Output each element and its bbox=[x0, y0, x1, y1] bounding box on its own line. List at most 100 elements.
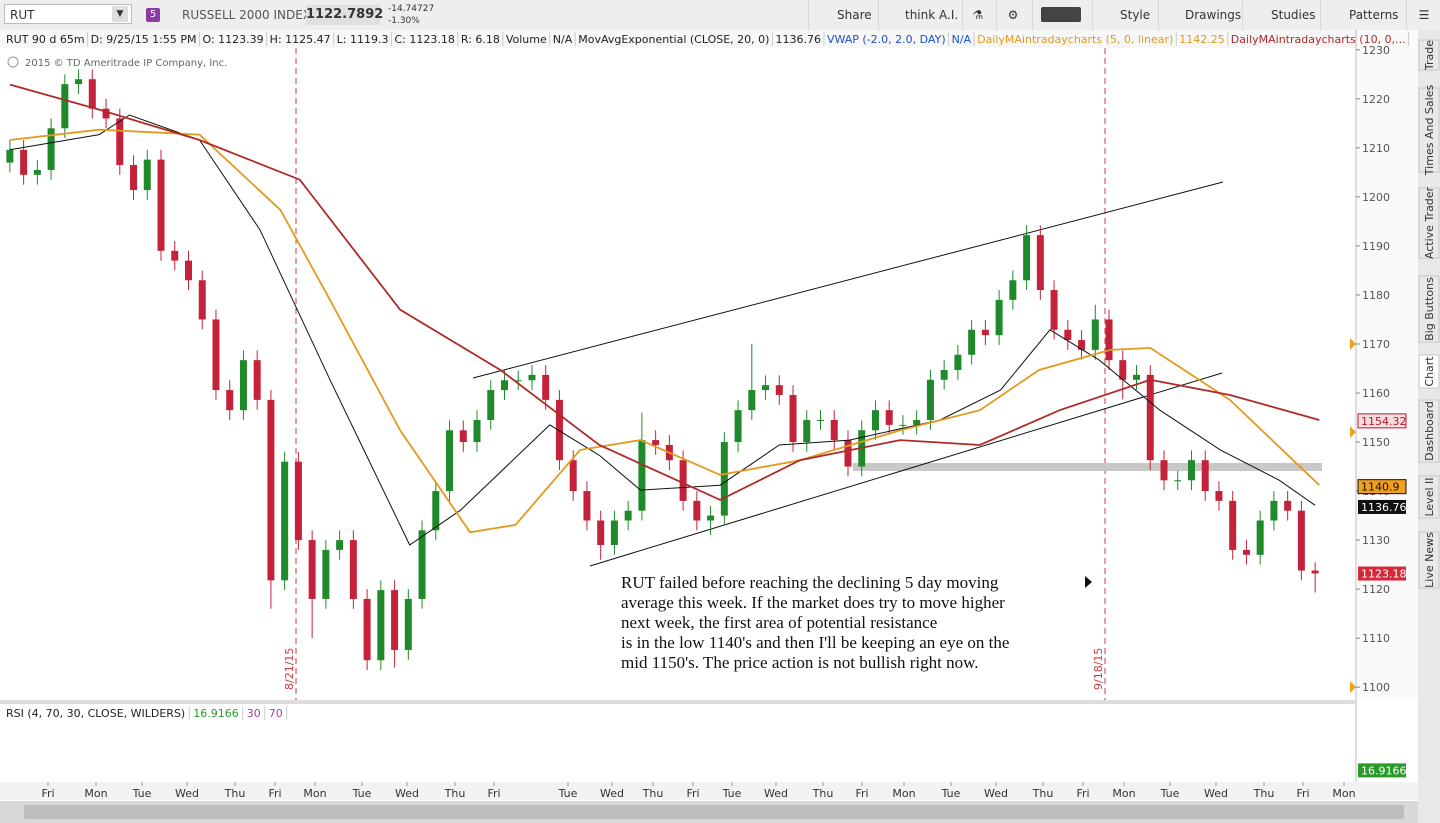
status-field: R: 6.18 bbox=[461, 33, 500, 46]
side-tab-label[interactable]: Big Buttons bbox=[1423, 277, 1436, 341]
candle-body bbox=[1215, 491, 1223, 501]
candle-body bbox=[1023, 235, 1031, 281]
candle-body bbox=[830, 419, 838, 441]
studies-button[interactable]: Studies bbox=[1242, 0, 1316, 30]
trendline bbox=[472, 181, 1224, 379]
side-tab-label[interactable]: Live News bbox=[1423, 532, 1436, 588]
rsi-header: 30 bbox=[247, 707, 261, 720]
candle-body bbox=[789, 394, 797, 443]
symbol-dropdown[interactable]: ▼ bbox=[112, 6, 128, 22]
x-tick-label: Mon bbox=[303, 787, 326, 800]
menu-button[interactable]: ☰ bbox=[1406, 0, 1440, 30]
candle-body bbox=[926, 379, 934, 420]
status-field: H: 1125.47 bbox=[270, 33, 331, 46]
side-tab-label[interactable]: Times And Sales bbox=[1423, 85, 1436, 177]
study-value: 1142.25 bbox=[1179, 33, 1225, 46]
candle-body bbox=[363, 598, 371, 661]
price-label-box bbox=[1358, 499, 1406, 514]
annotation-line: RUT failed before reaching the declining… bbox=[621, 573, 999, 592]
style-button[interactable]: Style bbox=[1092, 0, 1150, 30]
price-label: 1154.32 bbox=[1361, 415, 1407, 428]
price-label: 1123.18 bbox=[1361, 568, 1407, 581]
candle-body bbox=[336, 540, 344, 550]
candle-body bbox=[803, 419, 811, 443]
y-tick-label: 1200 bbox=[1362, 191, 1390, 204]
symbol-description: RUSSELL 2000 INDEX bbox=[182, 8, 312, 22]
drawings-button[interactable]: Drawings bbox=[1158, 0, 1241, 30]
side-tab[interactable] bbox=[1418, 399, 1440, 463]
patterns-button[interactable]: Patterns bbox=[1320, 0, 1398, 30]
side-tab[interactable] bbox=[1418, 475, 1440, 519]
link-badge[interactable]: 5 bbox=[146, 8, 160, 22]
side-tab-label[interactable]: Dashboard bbox=[1423, 401, 1436, 461]
x-tick-label: Wed bbox=[600, 787, 624, 800]
candle-body bbox=[88, 79, 96, 109]
candle-body bbox=[322, 549, 330, 599]
x-tick-label: Fri bbox=[1076, 787, 1089, 800]
side-tab[interactable] bbox=[1418, 187, 1440, 259]
candle-body bbox=[446, 430, 454, 492]
symbol-input[interactable]: RUT bbox=[4, 4, 132, 24]
y-tick-label: 1210 bbox=[1362, 142, 1390, 155]
candle-body bbox=[638, 440, 646, 511]
share-button[interactable]: Share bbox=[808, 0, 872, 30]
x-tick-label: Tue bbox=[558, 787, 578, 800]
candle-body bbox=[171, 250, 179, 261]
candle-body bbox=[47, 128, 55, 170]
settings-button[interactable]: ⚙ bbox=[996, 0, 1029, 30]
side-tab[interactable] bbox=[1418, 87, 1440, 173]
candle-body bbox=[1036, 235, 1044, 291]
annotation-line: is in the low 1140's and then I'll be ke… bbox=[621, 633, 1009, 652]
scrollbar-thumb[interactable] bbox=[24, 805, 1404, 819]
side-tab[interactable] bbox=[1418, 39, 1440, 71]
side-tab[interactable] bbox=[1418, 275, 1440, 343]
candle-body bbox=[61, 84, 69, 129]
rsi-header: 70 bbox=[269, 707, 283, 720]
candle-body bbox=[143, 159, 151, 191]
candle-body bbox=[1311, 570, 1319, 574]
candle-body bbox=[75, 79, 83, 85]
y-tick-label: 1230 bbox=[1362, 44, 1390, 57]
candle-body bbox=[968, 329, 976, 355]
x-tick-label: Tue bbox=[1160, 787, 1180, 800]
side-tab-label[interactable]: Chart bbox=[1423, 356, 1436, 387]
y-tick-label: 1150 bbox=[1362, 436, 1390, 449]
rsi-value-label: 16.9166 bbox=[1361, 764, 1407, 777]
time-icon bbox=[1041, 7, 1081, 22]
info-icon[interactable] bbox=[7, 56, 19, 68]
y-tick-label: 1170 bbox=[1362, 338, 1390, 351]
think-ai-button[interactable]: think A.I. bbox=[878, 0, 958, 30]
status-field: RUT 90 d 65m bbox=[6, 33, 85, 46]
x-tick-label: Mon bbox=[892, 787, 915, 800]
candle-body bbox=[116, 118, 124, 166]
lab-button[interactable]: ⚗ bbox=[962, 0, 993, 30]
x-tick-label: Mon bbox=[84, 787, 107, 800]
x-tick-label: Thu bbox=[224, 787, 246, 800]
candle-body bbox=[1078, 340, 1086, 350]
candle-body bbox=[102, 108, 110, 119]
side-tab-label[interactable]: Active Trader bbox=[1423, 186, 1436, 259]
candle-body bbox=[1050, 290, 1058, 330]
candle-body bbox=[844, 440, 852, 467]
candle-body bbox=[184, 260, 192, 281]
candle-body bbox=[885, 410, 893, 425]
side-tab-label[interactable]: Level II bbox=[1423, 477, 1436, 516]
candle-body bbox=[775, 385, 783, 395]
candle-body bbox=[817, 419, 825, 421]
candle-body bbox=[1284, 500, 1292, 511]
candle-body bbox=[404, 598, 412, 650]
candle-body bbox=[762, 385, 770, 391]
side-tab[interactable] bbox=[1418, 354, 1440, 389]
study-value: N/A bbox=[952, 33, 972, 46]
time-button[interactable] bbox=[1032, 0, 1089, 30]
side-tab[interactable] bbox=[1418, 531, 1440, 589]
candle-body bbox=[583, 491, 591, 521]
candle-body bbox=[253, 360, 261, 400]
x-tick-label: Thu bbox=[642, 787, 664, 800]
candle-body bbox=[1174, 480, 1182, 482]
candle-body bbox=[294, 461, 302, 541]
side-tab-label[interactable]: Trade bbox=[1423, 40, 1436, 71]
candle-body bbox=[734, 410, 742, 443]
candle-body bbox=[514, 380, 522, 382]
x-tick-label: Thu bbox=[812, 787, 834, 800]
